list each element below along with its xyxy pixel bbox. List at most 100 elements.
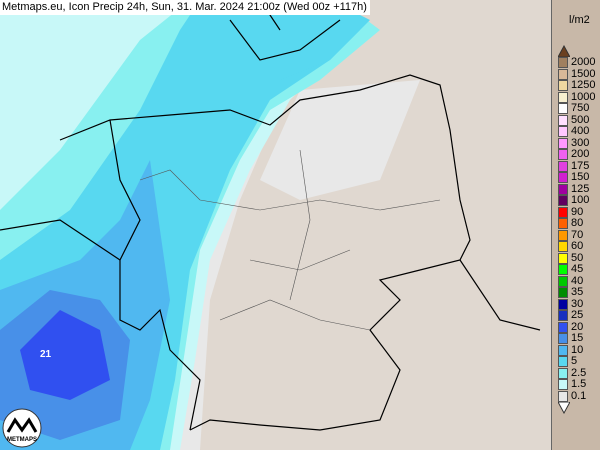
legend-value: 45 [571, 263, 584, 275]
dry-region [260, 80, 420, 200]
legend-swatch [558, 80, 568, 91]
precipitation-map[interactable] [0, 0, 551, 450]
legend-swatch [558, 91, 568, 103]
legend-value: 15 [571, 332, 584, 344]
legend-level: 100 [557, 194, 600, 207]
legend-value: 25 [571, 309, 584, 321]
legend-level: 10 [557, 343, 600, 357]
legend-level: 20 [557, 320, 600, 334]
legend-level: 30 [557, 297, 600, 311]
legend-level: 1000 [557, 90, 600, 104]
legend-value: 1000 [571, 90, 596, 103]
legend-value: 125 [571, 182, 590, 195]
legend-value: 0.1 [571, 389, 587, 402]
legend-value: 1.5 [571, 378, 587, 390]
legend-swatch [558, 310, 568, 321]
legend-swatch [558, 264, 568, 275]
metmaps-logo: METMAPS [2, 408, 42, 448]
svg-text:METMAPS: METMAPS [7, 437, 37, 443]
legend-value: 300 [571, 136, 590, 149]
legend-value: 1500 [571, 67, 596, 80]
legend-level: 175 [557, 159, 600, 173]
legend-level: 1500 [557, 67, 600, 81]
legend-level: 200 [557, 148, 600, 161]
legend-value: 175 [571, 159, 590, 172]
legend-level: 125 [557, 182, 600, 196]
legend-swatch [558, 172, 568, 183]
legend-value: 35 [571, 286, 584, 298]
legend-level: 400 [557, 125, 600, 138]
legend-value: 80 [571, 217, 584, 229]
legend-swatch [558, 287, 568, 298]
legend-value: 40 [571, 274, 584, 287]
legend-swatch [558, 241, 568, 252]
legend-level: 40 [557, 274, 600, 288]
legend-swatch [558, 344, 568, 356]
legend-value: 1250 [571, 79, 596, 91]
precip-20 [20, 310, 110, 400]
legend-level: 750 [557, 102, 600, 115]
legend-level: 70 [557, 228, 600, 242]
legend-swatch [558, 333, 568, 344]
region-borders [139, 149, 441, 331]
legend-swatch [558, 149, 568, 160]
legend-level: 80 [557, 217, 600, 230]
legend-level: 300 [557, 136, 600, 150]
legend-level: 50 [557, 251, 600, 265]
legend-level: 25 [557, 309, 600, 322]
legend-value: 2.5 [571, 366, 587, 379]
legend-level: 2.5 [557, 366, 600, 380]
legend-value: 750 [571, 102, 590, 114]
legend-swatch [558, 298, 568, 310]
legend-swatch [558, 126, 568, 137]
legend-swatch [558, 103, 568, 114]
legend-value: 70 [571, 228, 584, 241]
borders [0, 0, 541, 431]
legend-level: 150 [557, 171, 600, 184]
legend-value: 10 [571, 343, 584, 356]
legend-swatch [558, 229, 568, 241]
legend-value: 400 [571, 125, 590, 137]
legend-level: 60 [557, 240, 600, 253]
legend-swatch [558, 195, 568, 206]
legend-swatch [558, 114, 568, 126]
legend-level: 5 [557, 355, 600, 368]
legend-level: 0.1 [557, 389, 600, 403]
legend-swatch [558, 68, 568, 80]
legend-level: 500 [557, 113, 600, 127]
legend-swatch [558, 252, 568, 264]
legend-value: 150 [571, 171, 590, 183]
legend-value: 5 [571, 355, 578, 367]
legend-value: 2000 [571, 56, 596, 68]
legend-value: 200 [571, 148, 590, 160]
legend-value: 90 [571, 205, 584, 218]
legend-value: 500 [571, 113, 590, 126]
map-title: Metmaps.eu, Icon Precip 24h, Sun, 31. Ma… [0, 0, 370, 15]
legend-level: 2000 [557, 56, 600, 69]
legend-value: 60 [571, 240, 584, 252]
legend-swatch [558, 275, 568, 287]
legend-swatch [558, 390, 568, 402]
legend-level: 90 [557, 205, 600, 219]
legend-level: 15 [557, 332, 600, 345]
legend-swatch [558, 183, 568, 195]
legend-swatch [558, 379, 568, 390]
legend-swatch [558, 160, 568, 172]
legend-swatch [558, 367, 568, 379]
legend: l/m2 2000 1500 1250 1000 750 500 400 300 200 175 1… [551, 0, 600, 450]
legend-value: 30 [571, 297, 584, 310]
legend-level: 1250 [557, 79, 600, 92]
legend-unit: l/m2 [569, 14, 590, 26]
legend-swatch [558, 218, 568, 229]
max-arrow-icon [558, 45, 570, 57]
min-arrow-icon [558, 402, 570, 414]
legend-swatch [558, 137, 568, 149]
max-value-label: 21 [40, 349, 52, 360]
legend-value: 50 [571, 251, 584, 264]
legend-level: 45 [557, 263, 600, 276]
legend-swatch [558, 57, 568, 68]
legend-value: 100 [571, 194, 590, 206]
legend-value: 20 [571, 320, 584, 333]
legend-swatch [558, 356, 568, 367]
legend-swatch [558, 321, 568, 333]
